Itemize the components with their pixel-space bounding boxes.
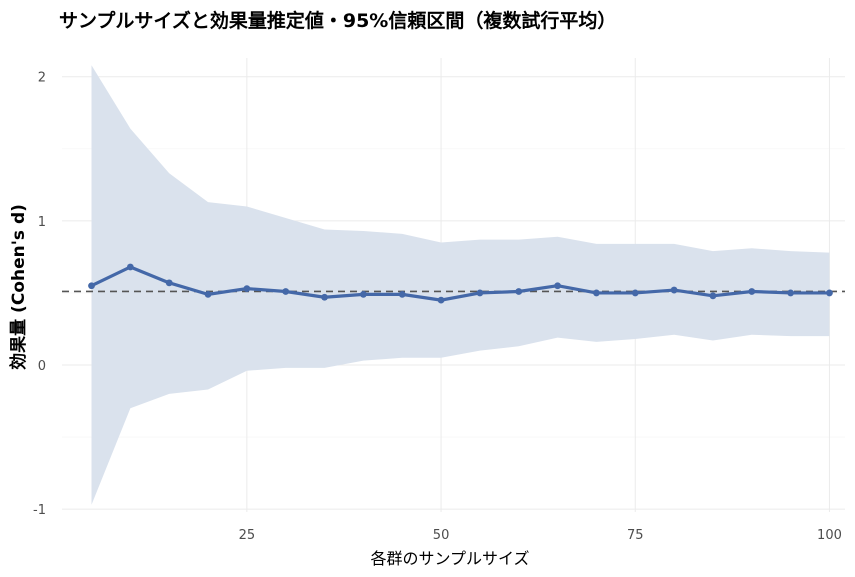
data-point xyxy=(593,289,600,297)
chart-title: サンプルサイズと効果量推定値・95%信頼区間（複数試行平均） xyxy=(59,9,616,32)
x-tick-label: 50 xyxy=(433,528,450,543)
data-point xyxy=(476,289,484,297)
data-point xyxy=(515,288,523,295)
data-point xyxy=(826,289,833,297)
data-point xyxy=(670,286,678,294)
data-point xyxy=(359,290,367,298)
y-tick-labels: -1 0 1 2 xyxy=(33,71,46,518)
data-point xyxy=(243,285,251,293)
data-point xyxy=(709,292,717,300)
x-axis-title: 各群のサンプルサイズ xyxy=(370,549,529,568)
x-tick-label: 75 xyxy=(627,528,644,543)
y-tick-label: 2 xyxy=(38,71,46,86)
data-point xyxy=(88,282,95,290)
data-point xyxy=(204,290,212,298)
x-tick-label: 100 xyxy=(817,528,842,543)
ribbon-layer xyxy=(91,65,830,505)
point-layer xyxy=(88,263,833,304)
confidence-ribbon xyxy=(91,65,830,505)
x-tick-label: 25 xyxy=(239,528,256,543)
data-point xyxy=(748,288,756,295)
y-tick-label: -1 xyxy=(33,503,46,518)
y-tick-label: 0 xyxy=(38,359,46,374)
data-point xyxy=(787,289,795,297)
data-point xyxy=(165,279,173,287)
data-point xyxy=(321,293,328,301)
y-axis-title: 効果量 (Cohen's d) xyxy=(8,204,29,370)
data-point xyxy=(554,282,561,290)
data-point xyxy=(398,290,406,298)
data-point xyxy=(282,288,290,295)
data-point xyxy=(437,296,445,304)
data-point xyxy=(126,263,134,271)
y-tick-label: 1 xyxy=(38,215,46,230)
series-line xyxy=(90,265,830,302)
x-tick-labels: 25 50 75 100 xyxy=(239,528,842,543)
data-point xyxy=(631,289,639,297)
line-layer xyxy=(90,265,830,302)
